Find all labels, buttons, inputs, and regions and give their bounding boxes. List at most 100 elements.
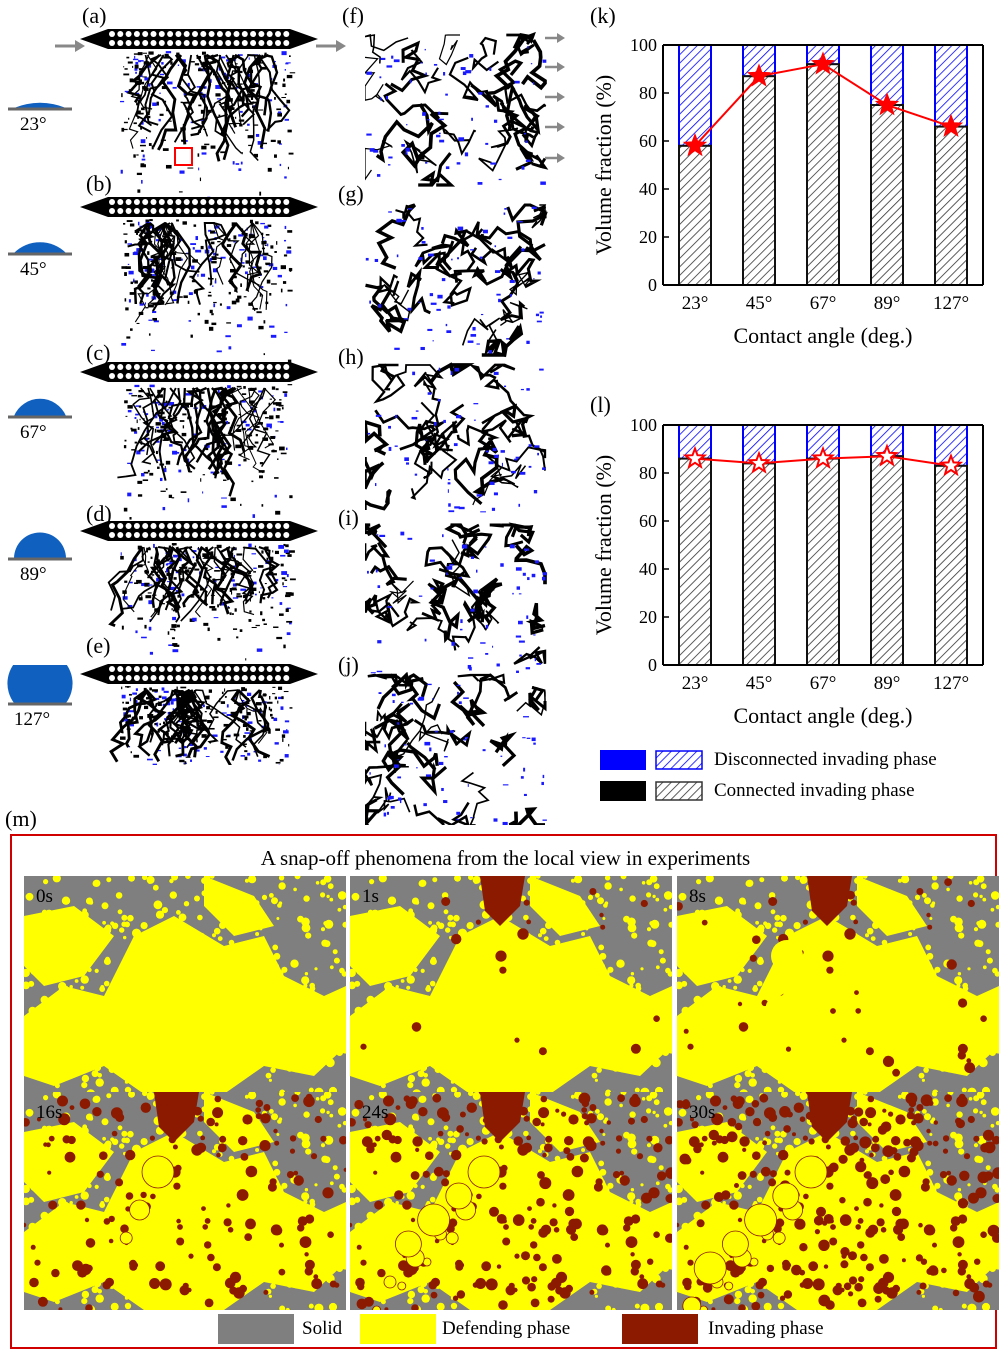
legend-swatch-defending (360, 1314, 436, 1344)
snapoff-frame-image: 30s (677, 1092, 999, 1310)
star-marker (682, 445, 708, 470)
legend-label-connected: Connected invading phase (714, 780, 915, 801)
zoom-region-box (174, 147, 193, 166)
star-marker (746, 450, 772, 474)
panel-label-k: (k) (590, 3, 616, 28)
micromodel-image (80, 197, 318, 364)
bar-disconnected (678, 44, 712, 147)
panel-label-f: (f) (342, 3, 364, 28)
inlet-arrow-icon (55, 40, 85, 52)
droplet-angle-label: 127° (14, 709, 51, 730)
y-tick-label: 80 (639, 83, 657, 103)
star-marker (874, 92, 900, 116)
snapoff-frame-image: 8s (677, 876, 999, 1094)
x-tick-label: 45° (746, 293, 773, 314)
outlet-arrow-icon (545, 62, 565, 72)
legend-label-invading: Invading phase (708, 1318, 824, 1339)
frame-time-label: 8s (689, 886, 706, 907)
y-tick-label: 80 (639, 463, 657, 483)
zoom-images (365, 31, 565, 825)
bar-connected (742, 75, 776, 287)
frame-time-label: 0s (36, 886, 53, 907)
legend-swatch-invading (622, 1314, 698, 1344)
snapoff-frame-image: 1s (350, 876, 672, 1094)
frame-time-label: 24s (362, 1102, 389, 1123)
x-tick-label: 45° (746, 673, 773, 694)
legend-label-disconnected: Disconnected invading phase (714, 749, 937, 770)
zoom-image (365, 31, 549, 187)
micromodel-image (80, 521, 318, 661)
panel-label-m: (m) (5, 806, 37, 831)
snapoff-title: A snap-off phenomena from the local view… (260, 846, 751, 870)
bar-connected (806, 63, 840, 287)
y-tick-label: 100 (630, 415, 657, 435)
droplet-angle-label: 45° (20, 259, 47, 280)
panel-label-j: (j) (338, 652, 359, 677)
y-tick-label: 0 (648, 275, 657, 295)
legend-swatch-black-solid (600, 781, 646, 801)
outlet-arrow-icon (316, 40, 346, 52)
bar-connected (806, 457, 840, 666)
y-tick-label: 60 (639, 511, 657, 531)
outlet-arrow-icon (545, 92, 565, 102)
y-tick-label: 20 (639, 227, 657, 247)
legend-label-defending: Defending phase (442, 1318, 571, 1339)
star-marker (810, 51, 836, 75)
star-marker (746, 63, 772, 87)
droplet-icon (8, 532, 72, 561)
x-tick-label: 67° (810, 293, 837, 314)
legend-swatch-black-hatched (655, 781, 703, 801)
star-marker (682, 132, 708, 157)
bar-connected (742, 462, 776, 667)
x-tick-label: 89° (874, 293, 901, 314)
bar-connected (870, 104, 904, 286)
micromodel-image (80, 362, 318, 538)
droplet-icon (8, 102, 72, 111)
panel-label-c: (c) (86, 340, 111, 365)
panel-label-e: (e) (86, 633, 111, 658)
outlet-arrow-icon (545, 153, 565, 163)
y-tick-label: 20 (639, 607, 657, 627)
frame-time-label: 30s (689, 1102, 716, 1123)
bar-connected (934, 125, 968, 286)
bar-connected (934, 464, 968, 666)
snapoff-frame-image: 16s (24, 1092, 346, 1310)
legend-label-solid: Solid (302, 1318, 343, 1339)
droplet-angle-label: 89° (20, 564, 47, 585)
outlet-arrow-icon (545, 122, 565, 132)
y-tick-label: 0 (648, 655, 657, 675)
micromodel-images (80, 29, 318, 765)
legend-swatch-solid (218, 1314, 294, 1344)
panel-label-g: (g) (338, 181, 364, 206)
bar-connected (678, 457, 712, 666)
y-tick-label: 60 (639, 131, 657, 151)
frame-time-label: 1s (362, 886, 379, 907)
droplet-icon (8, 398, 72, 419)
star-marker (810, 445, 836, 470)
panel-label-a: (a) (82, 3, 107, 28)
y-axis-label: Volume fraction (%) (591, 75, 616, 255)
panel-label-h: (h) (338, 344, 364, 369)
y-axis-label: Volume fraction (%) (591, 455, 616, 635)
zoom-image (365, 522, 548, 674)
zoom-image (365, 362, 547, 513)
droplet-angle-label: 67° (20, 422, 47, 443)
micromodel-image (80, 29, 318, 201)
bar-connected (870, 455, 904, 667)
zoom-image (365, 203, 548, 358)
snapoff-frame-image: 0s (24, 876, 346, 1094)
micromodel-image (80, 664, 318, 765)
y-tick-label: 100 (630, 35, 657, 55)
star-marker (874, 443, 900, 467)
legend-swatch-blue-hatched (655, 750, 703, 770)
y-tick-label: 40 (639, 179, 657, 199)
outlet-arrow-icon (545, 33, 565, 43)
bar-connected (678, 144, 712, 286)
frame-time-label: 16s (36, 1102, 63, 1123)
panel-label-i: (i) (338, 505, 359, 530)
x-tick-label: 127° (933, 293, 969, 314)
droplet-icon (7, 665, 73, 706)
snapoff-frame: A snap-off phenomena from the local view… (10, 834, 997, 1349)
panel-label-l: (l) (590, 392, 611, 417)
star-marker (938, 452, 964, 477)
